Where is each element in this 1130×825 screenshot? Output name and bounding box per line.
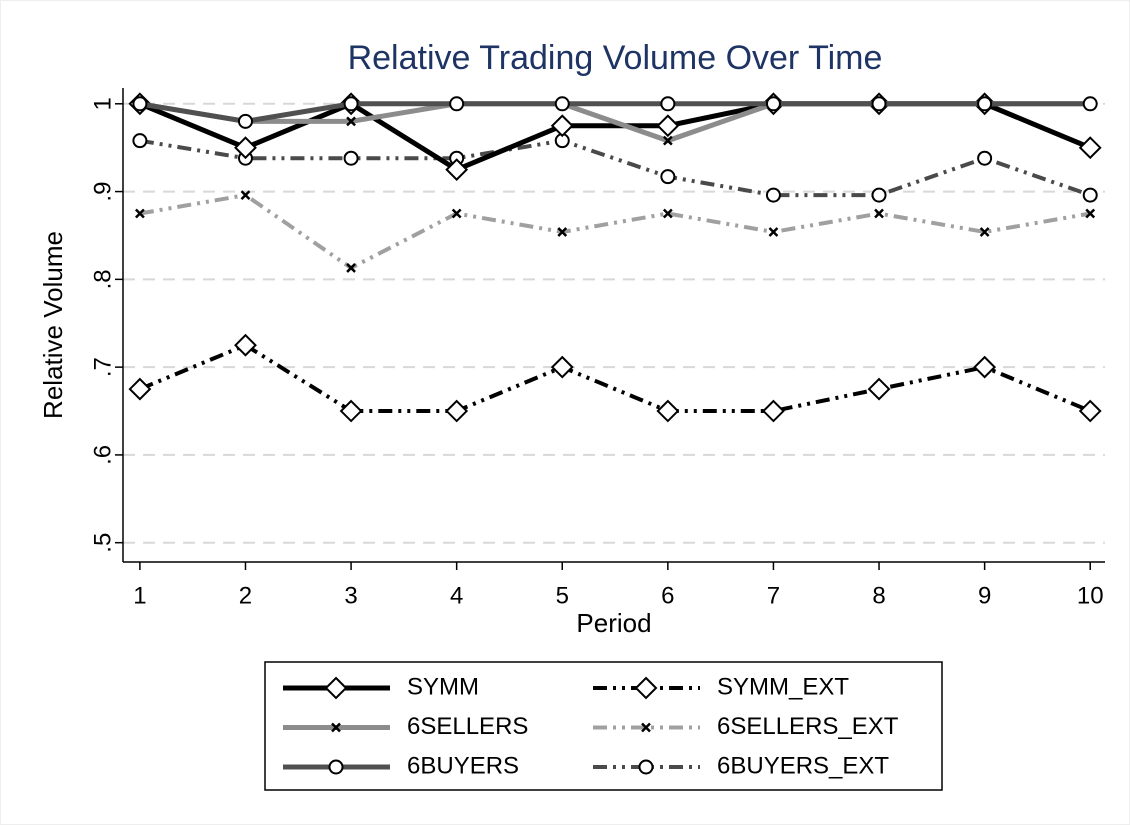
y-tick-label: .8 — [89, 269, 116, 289]
x-tick-label: 1 — [133, 582, 146, 609]
legend-marker — [328, 759, 344, 775]
marker — [656, 399, 680, 423]
legend-marker — [331, 722, 341, 733]
marker — [765, 96, 781, 112]
x-tick-label: 10 — [1077, 582, 1104, 609]
marker — [240, 190, 251, 200]
legend-marker — [641, 722, 651, 733]
marker — [343, 96, 359, 112]
marker — [660, 169, 676, 185]
marker — [132, 96, 148, 112]
legend-marker — [634, 676, 658, 700]
legend-marker — [324, 676, 348, 700]
marker — [660, 96, 676, 112]
y-tick-label: .9 — [89, 182, 116, 202]
series-line — [139, 192, 1091, 271]
legend-label: SYMM_EXT — [717, 673, 849, 700]
marker — [871, 96, 887, 112]
marker — [343, 150, 359, 166]
y-axis-label: Relative Volume — [38, 231, 68, 419]
marker — [234, 333, 257, 357]
x-tick-label: 9 — [978, 582, 991, 609]
marker — [1078, 136, 1102, 160]
series-line — [139, 138, 1091, 198]
y-tick-label: 1 — [89, 97, 116, 110]
marker — [867, 377, 891, 401]
marker — [346, 263, 356, 273]
y-tick-label: .5 — [89, 533, 116, 553]
legend-label: 6BUYERS — [407, 752, 519, 779]
x-tick-label: 8 — [872, 582, 885, 609]
marker — [132, 133, 148, 149]
x-tick-label: 3 — [344, 582, 357, 609]
marker — [550, 355, 574, 379]
marker — [1082, 96, 1098, 112]
x-tick-label: 5 — [556, 582, 569, 609]
legend-label: 6SELLERS — [407, 713, 528, 740]
marker — [445, 399, 469, 423]
series-line — [139, 342, 1091, 414]
marker — [234, 136, 257, 160]
marker — [346, 116, 356, 127]
marker — [973, 355, 997, 379]
marker — [1082, 187, 1098, 203]
marker — [554, 96, 570, 112]
x-axis-label: Period — [576, 608, 651, 638]
marker — [874, 208, 884, 219]
marker — [445, 158, 469, 182]
marker — [768, 227, 779, 237]
x-tick-label: 6 — [661, 582, 674, 609]
chart-title: Relative Trading Volume Over Time — [348, 39, 883, 77]
marker — [128, 377, 152, 401]
legend-marker — [638, 759, 654, 775]
marker — [977, 150, 993, 166]
legend-label: SYMM — [407, 673, 479, 700]
marker — [979, 227, 990, 237]
x-tick-label: 4 — [450, 582, 463, 609]
series-line — [139, 101, 1091, 124]
marker — [451, 208, 462, 219]
marker — [449, 96, 465, 112]
y-tick-label: .7 — [89, 357, 116, 377]
x-tick-label: 2 — [239, 582, 252, 609]
marker — [1078, 399, 1102, 423]
marker — [339, 399, 363, 423]
marker — [656, 114, 680, 138]
legend-label: 6BUYERS_EXT — [717, 752, 889, 779]
marker — [871, 187, 887, 203]
marker — [977, 96, 993, 112]
marker — [1085, 208, 1096, 219]
marker — [662, 208, 673, 219]
marker — [135, 208, 145, 219]
marker — [662, 135, 673, 146]
marker — [765, 187, 781, 203]
legend-label: 6SELLERS_EXT — [717, 713, 899, 740]
x-tick-label: 7 — [767, 582, 780, 609]
marker — [237, 113, 253, 129]
marker — [762, 399, 785, 423]
marker — [550, 114, 574, 138]
y-tick-label: .6 — [89, 445, 116, 465]
marker — [557, 227, 568, 237]
